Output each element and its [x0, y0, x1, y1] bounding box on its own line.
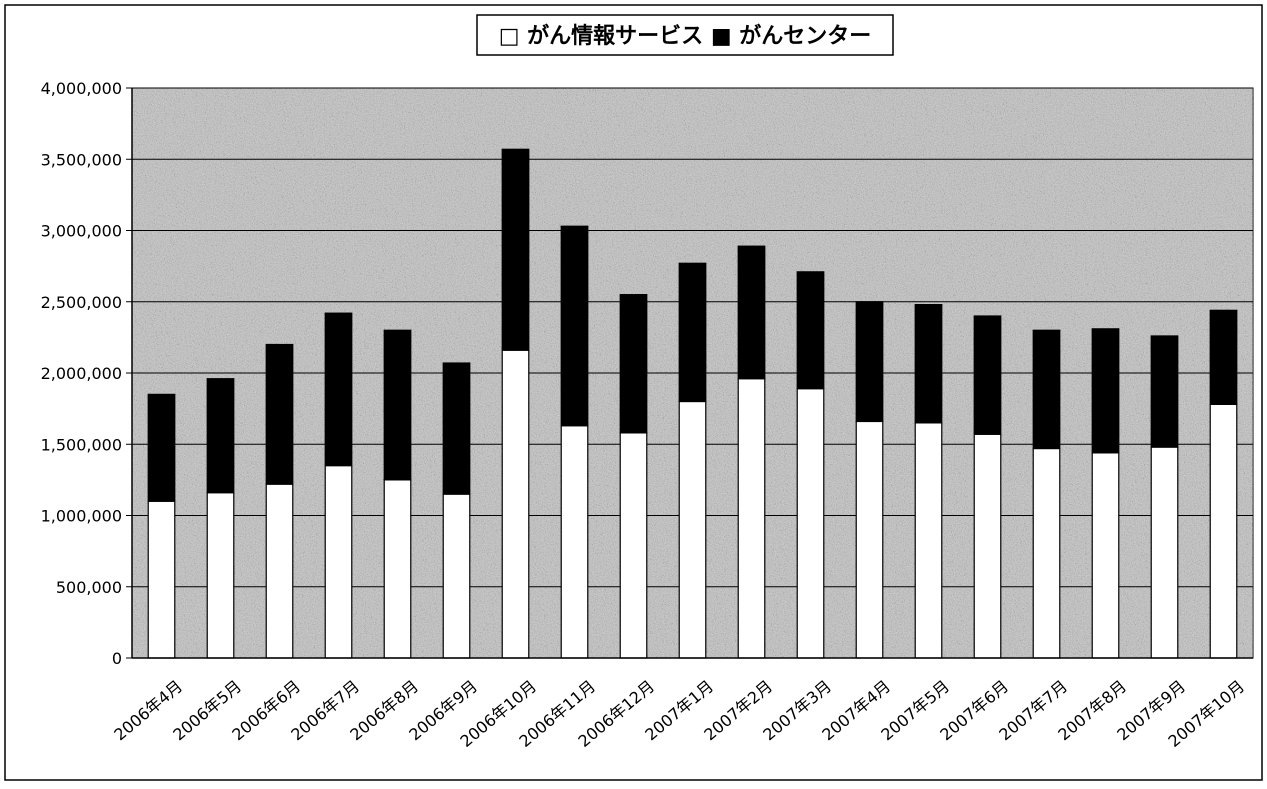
y-tick-label: 1,500,000	[41, 435, 122, 454]
bar-gan-center	[973, 315, 1002, 435]
bar-gan-joho-service	[265, 483, 294, 659]
bar-gan-joho-service	[1091, 452, 1120, 659]
bar-gan-center	[1150, 335, 1179, 448]
y-tick-label: 2,500,000	[41, 293, 122, 312]
legend: □ がん情報サービス ■ がんセンター	[476, 14, 894, 56]
bar-gan-center	[914, 304, 943, 424]
bar-gan-joho-service	[442, 493, 471, 659]
bar-gan-center	[206, 378, 235, 494]
y-tick-label: 3,000,000	[41, 222, 122, 241]
bar-gan-center	[1209, 309, 1238, 405]
bar-gan-center	[324, 312, 353, 467]
y-tick-label: 500,000	[56, 578, 122, 597]
bar-gan-center	[265, 343, 294, 485]
bar-gan-joho-service	[796, 388, 825, 659]
bar-gan-joho-service	[1150, 446, 1179, 659]
y-tick-label: 0	[112, 649, 122, 668]
bar-gan-joho-service	[1209, 403, 1238, 659]
bar-gan-center	[796, 271, 825, 390]
bar-gan-joho-service	[501, 349, 530, 659]
bar-gan-center	[442, 362, 471, 495]
bar-gan-center	[619, 294, 648, 434]
y-tick-label: 2,000,000	[41, 364, 122, 383]
bar-gan-joho-service	[619, 432, 648, 659]
y-tick-label: 3,500,000	[41, 150, 122, 169]
bars-group	[131, 88, 1253, 659]
bar-gan-joho-service	[737, 378, 766, 659]
bar-gan-center	[855, 301, 884, 423]
bar-gan-center	[1091, 328, 1120, 454]
bar-gan-joho-service	[147, 500, 176, 659]
y-tick-label: 1,000,000	[41, 507, 122, 526]
bar-gan-joho-service	[678, 400, 707, 659]
bar-gan-joho-service	[973, 433, 1002, 659]
bar-gan-center	[737, 245, 766, 380]
bar-gan-center	[383, 329, 412, 481]
bar-gan-joho-service	[1032, 447, 1061, 659]
y-tick-labels: 0 500,000 1,000,000 1,500,000 2,000,000 2,500…	[41, 79, 122, 668]
bar-gan-center	[678, 262, 707, 403]
bar-gan-joho-service	[914, 422, 943, 659]
bar-gan-joho-service	[324, 465, 353, 659]
bar-gan-center	[147, 393, 176, 502]
bar-gan-joho-service	[383, 479, 412, 659]
bar-gan-joho-service	[206, 492, 235, 659]
legend-text: □ がん情報サービス ■ がんセンター	[499, 23, 872, 49]
bar-gan-center	[501, 148, 530, 351]
legend-box	[476, 14, 894, 56]
bar-gan-center	[560, 225, 589, 427]
bar-gan-center	[1032, 329, 1061, 450]
bar-gan-joho-service	[560, 425, 589, 659]
bar-gan-joho-service	[855, 420, 884, 659]
y-tick-label: 4,000,000	[41, 79, 122, 98]
